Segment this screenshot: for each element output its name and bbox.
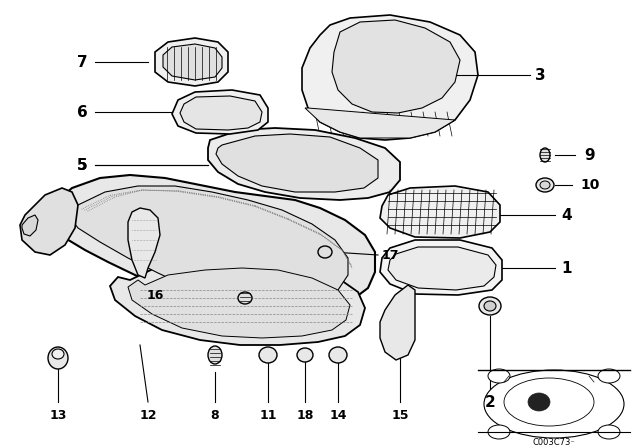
Text: 1: 1 — [562, 260, 572, 276]
Ellipse shape — [528, 393, 550, 411]
Polygon shape — [22, 215, 38, 236]
Polygon shape — [332, 20, 460, 113]
Text: 10: 10 — [580, 178, 600, 192]
Polygon shape — [163, 44, 222, 80]
Ellipse shape — [52, 349, 64, 359]
Ellipse shape — [536, 178, 554, 192]
Polygon shape — [216, 134, 378, 192]
Polygon shape — [172, 90, 268, 134]
Text: 5: 5 — [77, 158, 87, 172]
Text: 6: 6 — [77, 104, 88, 120]
Polygon shape — [208, 128, 400, 200]
Ellipse shape — [297, 348, 313, 362]
Polygon shape — [155, 38, 228, 86]
Ellipse shape — [598, 369, 620, 383]
Text: 13: 13 — [49, 409, 67, 422]
Ellipse shape — [238, 292, 252, 304]
Ellipse shape — [488, 425, 510, 439]
Text: 16: 16 — [147, 289, 164, 302]
Ellipse shape — [488, 369, 510, 383]
Polygon shape — [128, 268, 350, 338]
Ellipse shape — [504, 378, 594, 426]
Text: 7: 7 — [77, 55, 87, 69]
Polygon shape — [380, 285, 415, 360]
Polygon shape — [20, 188, 78, 255]
Ellipse shape — [208, 346, 222, 364]
Ellipse shape — [598, 425, 620, 439]
Polygon shape — [302, 15, 478, 140]
Polygon shape — [305, 108, 455, 138]
Text: 8: 8 — [211, 409, 220, 422]
Text: 14: 14 — [329, 409, 347, 422]
Text: 15: 15 — [391, 409, 409, 422]
Text: 9: 9 — [585, 147, 595, 163]
Polygon shape — [388, 247, 496, 290]
Text: 5: 5 — [77, 158, 87, 172]
Polygon shape — [68, 186, 348, 305]
Ellipse shape — [479, 297, 501, 315]
Ellipse shape — [318, 246, 332, 258]
Ellipse shape — [48, 347, 68, 369]
Text: 17: 17 — [381, 249, 399, 262]
Ellipse shape — [329, 347, 347, 363]
Polygon shape — [380, 186, 500, 238]
Ellipse shape — [540, 181, 550, 189]
Polygon shape — [55, 175, 375, 312]
Ellipse shape — [484, 370, 624, 438]
Ellipse shape — [259, 347, 277, 363]
Polygon shape — [110, 260, 365, 345]
Polygon shape — [128, 208, 160, 278]
Text: 4: 4 — [562, 207, 572, 223]
Ellipse shape — [540, 148, 550, 162]
Polygon shape — [180, 96, 262, 130]
Text: 12: 12 — [140, 409, 157, 422]
Text: 2: 2 — [484, 395, 495, 409]
Text: C003C73⁻: C003C73⁻ — [532, 438, 575, 447]
Text: 11: 11 — [259, 409, 276, 422]
Text: 3: 3 — [534, 68, 545, 82]
Polygon shape — [380, 240, 502, 295]
Ellipse shape — [484, 301, 496, 311]
Text: 18: 18 — [296, 409, 314, 422]
